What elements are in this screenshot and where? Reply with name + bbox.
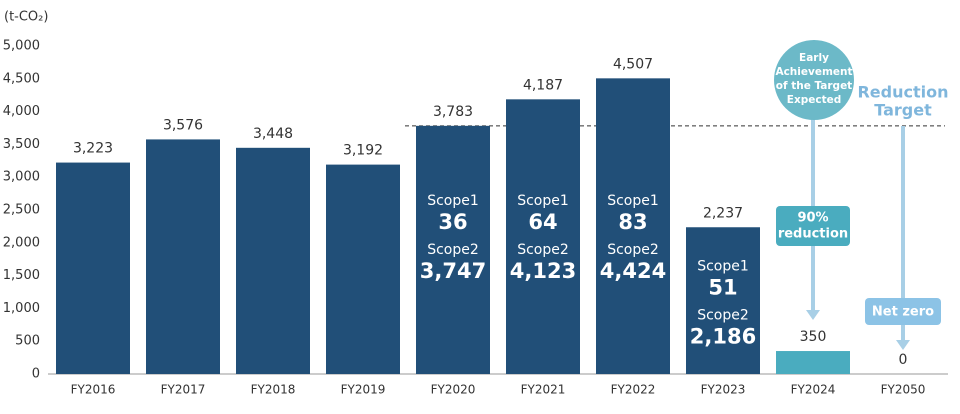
value-label: 4,507 — [613, 56, 653, 72]
x-tick-label: FY2022 — [611, 383, 656, 397]
bar — [776, 351, 850, 374]
x-tick-label: FY2018 — [251, 383, 296, 397]
value-label: 2,237 — [703, 205, 743, 221]
scope2-name: Scope2 — [427, 242, 479, 258]
y-tick-label: 3,000 — [3, 170, 40, 185]
scope2-value: 4,424 — [600, 259, 666, 283]
scope1-value: 36 — [438, 210, 467, 234]
value-label: 3,223 — [73, 141, 113, 157]
scope2-name: Scope2 — [517, 242, 569, 258]
value-label: 3,192 — [343, 143, 383, 159]
reduction-box — [776, 206, 850, 246]
x-tick-label: FY2021 — [521, 383, 566, 397]
bar — [596, 78, 670, 375]
early-note: Early — [799, 52, 829, 64]
arrow-head — [896, 340, 910, 350]
early-note: Achievement — [775, 66, 852, 78]
x-tick-label: FY2020 — [431, 383, 476, 397]
arrow-head — [806, 310, 820, 320]
x-tick-label: FY2024 — [791, 383, 836, 397]
y-tick-label: 4,500 — [3, 71, 40, 86]
reduction-box-label: reduction — [778, 227, 848, 242]
scope1-value: 83 — [618, 210, 647, 234]
value-label: 4,187 — [523, 77, 563, 93]
x-tick-label: FY2023 — [701, 383, 746, 397]
bar — [236, 147, 310, 374]
scope2-name: Scope2 — [697, 307, 749, 323]
x-tick-label: FY2019 — [341, 383, 386, 397]
y-tick-label: 3,500 — [3, 137, 40, 152]
y-tick-label: 5,000 — [3, 39, 40, 54]
reduction-target: Reduction — [857, 83, 948, 102]
net-zero-box — [865, 298, 941, 325]
reduction-target: Target — [874, 101, 932, 120]
scope2-value: 4,123 — [510, 259, 576, 283]
scope1-value: 64 — [528, 210, 557, 234]
y-tick-label: 4,000 — [3, 104, 40, 119]
y-tick-label: 0 — [32, 367, 40, 382]
scope1-value: 51 — [708, 275, 737, 299]
scope2-name: Scope2 — [607, 242, 659, 258]
scope2-value: 3,747 — [420, 259, 486, 283]
value-label: 0 — [899, 352, 908, 368]
reduction-box-label: 90% — [797, 211, 828, 226]
y-tick-label: 500 — [15, 334, 40, 349]
scope2-value: 2,186 — [690, 324, 756, 348]
scope1-name: Scope1 — [697, 258, 749, 274]
bar — [326, 164, 400, 374]
y-tick-label: 2,000 — [3, 235, 40, 250]
x-tick-label: FY2017 — [161, 383, 206, 397]
value-label: 3,448 — [253, 126, 293, 142]
bar — [686, 227, 760, 374]
scope1-name: Scope1 — [607, 193, 659, 209]
scope1-name: Scope1 — [427, 193, 479, 209]
early-note: of the Target — [776, 80, 852, 92]
bar — [416, 125, 490, 374]
unit-label: (t-CO₂) — [4, 10, 48, 25]
value-label: 3,783 — [433, 104, 473, 120]
net-zero-label: Net zero — [872, 305, 934, 320]
y-tick-label: 1,000 — [3, 301, 40, 316]
scope1-name: Scope1 — [517, 193, 569, 209]
value-label: 3,576 — [163, 117, 203, 133]
bar — [506, 99, 580, 375]
bar — [56, 162, 130, 374]
x-tick-label: FY2050 — [881, 383, 926, 397]
y-tick-label: 2,500 — [3, 203, 40, 218]
value-label: 350 — [800, 329, 827, 345]
early-note: Expected — [787, 94, 841, 106]
x-tick-label: FY2016 — [71, 383, 116, 397]
early-note-circle — [774, 40, 854, 120]
y-tick-label: 1,500 — [3, 268, 40, 283]
bar — [146, 139, 220, 374]
